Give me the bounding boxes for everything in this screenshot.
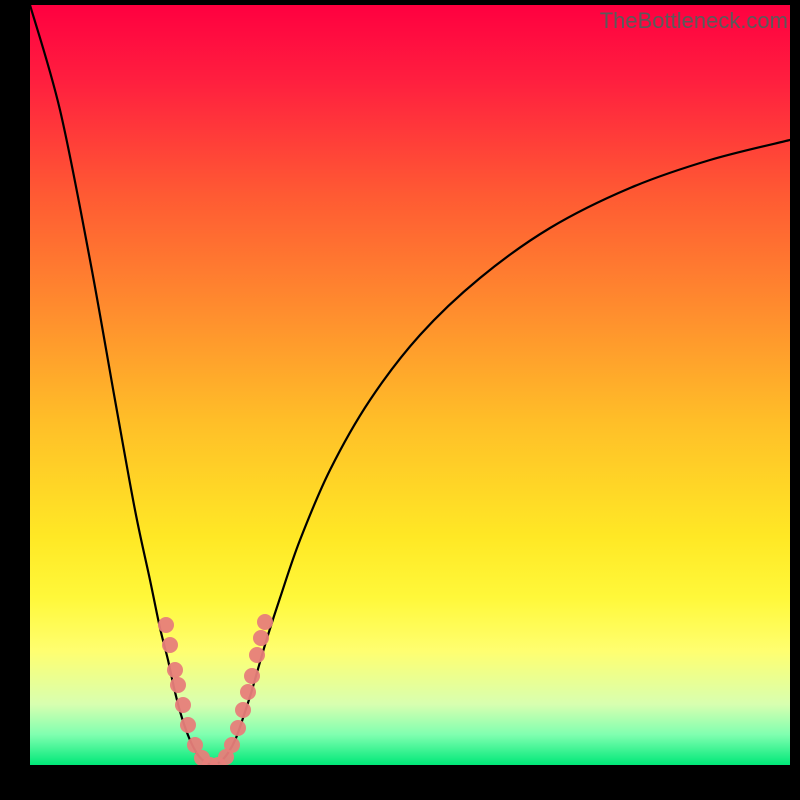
watermark-text: TheBottleneck.com bbox=[600, 8, 788, 34]
data-marker bbox=[249, 647, 265, 663]
right-curve bbox=[212, 140, 790, 765]
curves-layer bbox=[30, 5, 790, 765]
data-marker bbox=[235, 702, 251, 718]
data-marker bbox=[158, 617, 174, 633]
chart-container: TheBottleneck.com bbox=[0, 0, 800, 800]
data-marker bbox=[175, 697, 191, 713]
data-marker bbox=[162, 637, 178, 653]
data-marker bbox=[224, 737, 240, 753]
data-marker bbox=[240, 684, 256, 700]
data-marker bbox=[167, 662, 183, 678]
left-curve bbox=[30, 5, 212, 765]
data-marker bbox=[170, 677, 186, 693]
data-marker bbox=[244, 668, 260, 684]
data-marker bbox=[253, 630, 269, 646]
data-marker bbox=[257, 614, 273, 630]
data-marker bbox=[230, 720, 246, 736]
data-marker bbox=[180, 717, 196, 733]
plot-area bbox=[30, 5, 790, 765]
